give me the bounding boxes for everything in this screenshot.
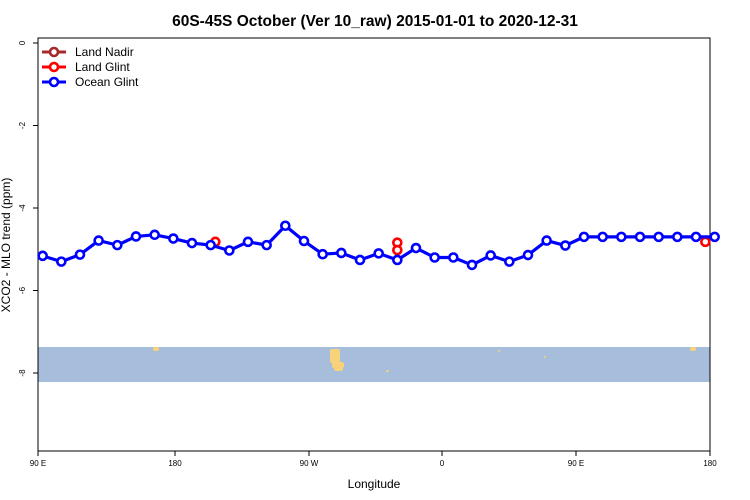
- data-point: [354, 254, 366, 266]
- series-land-glint: [210, 236, 711, 256]
- series-line: [42, 224, 715, 267]
- data-point: [280, 220, 291, 232]
- data-point: [224, 245, 235, 256]
- data-point: [186, 237, 198, 249]
- legend-label: Land Glint: [75, 60, 130, 74]
- y-axis: 0 -2 -4 -6 -8: [18, 40, 38, 377]
- legend-swatch-marker: [48, 61, 60, 73]
- data-point: [560, 240, 571, 251]
- legend-label: Ocean Glint: [75, 75, 139, 89]
- legend-item: Land Glint: [42, 60, 130, 74]
- data-point: [429, 252, 440, 263]
- land-patch: [690, 347, 696, 351]
- data-point: [168, 233, 179, 244]
- data-point: [485, 250, 496, 261]
- data-point: [242, 236, 254, 248]
- series-ocean-glint: [37, 220, 720, 271]
- y-axis-label: XCO2 - MLO trend (ppm): [0, 178, 13, 313]
- legend-label: Land Nadir: [75, 45, 134, 59]
- land-patch: [386, 370, 389, 372]
- data-point: [541, 235, 552, 246]
- y-tick-label: -6: [18, 286, 27, 294]
- x-tick-label: 90 E: [30, 459, 46, 468]
- data-point: [616, 231, 627, 243]
- y-tick-label: -4: [18, 204, 27, 212]
- legend-swatch-marker: [48, 46, 60, 58]
- data-point: [522, 249, 534, 261]
- x-tick-label: 180: [703, 459, 717, 468]
- data-point: [700, 236, 711, 248]
- data-point: [690, 231, 702, 243]
- data-point: [709, 231, 720, 243]
- data-point: [504, 256, 515, 267]
- data-point: [74, 249, 86, 260]
- data-point: [410, 242, 422, 254]
- land-patch: [330, 349, 340, 363]
- data-point: [373, 248, 384, 259]
- data-point: [578, 231, 590, 243]
- data-point: [130, 231, 142, 242]
- data-point: [56, 256, 67, 267]
- legend-swatch-marker: [48, 76, 60, 88]
- data-point: [93, 235, 104, 246]
- data-point: [672, 231, 683, 243]
- data-point: [112, 239, 123, 251]
- x-tick-label: 90 E: [568, 459, 584, 468]
- land-patch: [544, 356, 546, 358]
- data-point: [261, 239, 272, 251]
- data-point: [448, 252, 459, 263]
- data-point: [336, 247, 347, 259]
- data-point: [392, 244, 403, 256]
- x-axis: 90 E 180 90 W 0 90 E 180: [30, 451, 717, 468]
- data-point: [653, 231, 664, 243]
- y-tick-label: -8: [18, 369, 27, 377]
- series-layer: [37, 220, 720, 271]
- land-patch: [498, 350, 500, 352]
- map-strip: [38, 347, 710, 382]
- land-patch: [153, 347, 159, 351]
- chart-title: 60S-45S October (Ver 10_raw) 2015-01-01 …: [172, 13, 578, 30]
- data-point: [634, 231, 646, 243]
- data-point: [597, 231, 608, 243]
- ocean-band: [38, 347, 710, 382]
- data-point: [298, 235, 310, 247]
- data-point: [466, 259, 478, 271]
- land-patch: [332, 362, 344, 368]
- x-tick-label: 0: [440, 459, 445, 468]
- plot-frame: [37, 37, 711, 452]
- data-point: [317, 248, 328, 260]
- land-patch: [334, 367, 343, 371]
- x-tick-label: 180: [168, 459, 182, 468]
- data-point: [205, 239, 216, 251]
- y-tick-label: -2: [18, 121, 27, 129]
- legend-item: Ocean Glint: [42, 75, 139, 89]
- x-axis-label: Longitude: [348, 477, 401, 491]
- y-tick-label: 0: [18, 40, 27, 45]
- legend-item: Land Nadir: [42, 45, 134, 59]
- data-point: [37, 250, 48, 262]
- data-point: [392, 254, 403, 266]
- x-tick-label: 90 W: [300, 459, 319, 468]
- data-point: [149, 229, 160, 241]
